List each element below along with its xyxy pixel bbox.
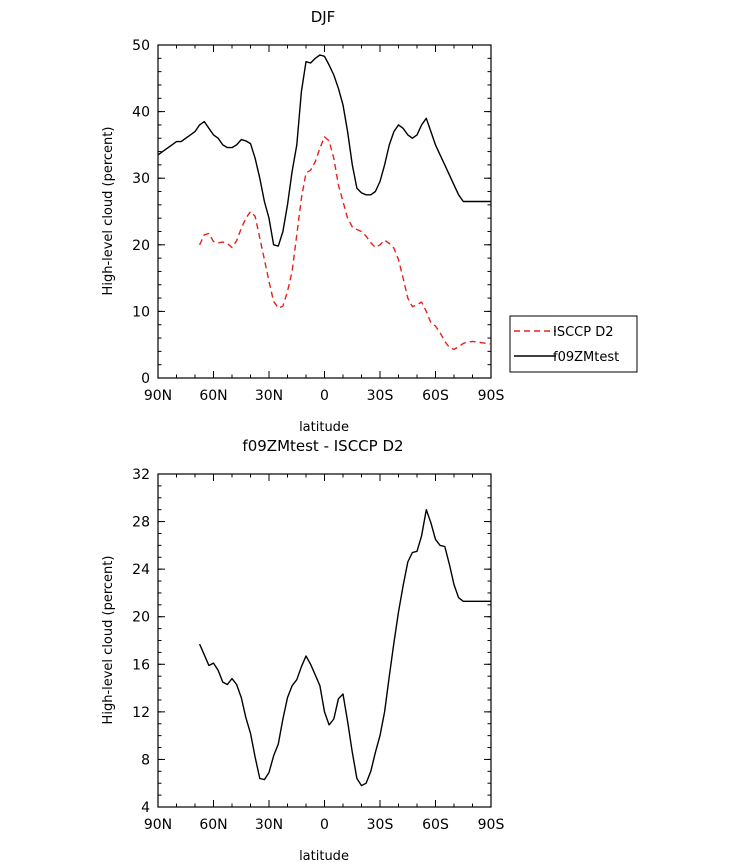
- bottom-y-tick-label: 16: [132, 657, 150, 673]
- top-y-tick-label: 20: [132, 238, 150, 254]
- top-x-tick-label: 90S: [478, 388, 505, 404]
- bottom-y-tick-label: 28: [132, 515, 150, 531]
- top-y-tick-label: 40: [132, 105, 150, 121]
- top-y-tick-label: 10: [132, 304, 150, 320]
- bottom-x-tick-label: 90N: [144, 817, 172, 833]
- top-y-tick-label: 30: [132, 171, 150, 187]
- top-x-tick-label: 30N: [255, 388, 283, 404]
- legend-label-isccp: ISCCP D2: [553, 325, 614, 340]
- bottom-series-lines: [198, 509, 491, 787]
- bottom-y-tick-labels: 4 8 12 16 20 24 28 32: [132, 467, 150, 816]
- top-x-tick-labels: 90N 60N 30N 0 30S 60S 90S: [144, 388, 505, 404]
- bottom-x-tick-labels: 90N 60N 30N 0 30S 60S 90S: [144, 817, 505, 833]
- bottom-y-tick-label: 24: [132, 562, 150, 578]
- legend: ISCCP D2 f09ZMtest: [509, 315, 638, 373]
- top-series-line-f09zmtest: [157, 54, 491, 247]
- top-x-axis-label: latitude: [299, 420, 349, 435]
- top-x-tick-label: 90N: [144, 388, 172, 404]
- top-y-tick-label: 50: [132, 38, 150, 54]
- top-series-line-isccp-d2: [198, 136, 492, 351]
- legend-box: [509, 315, 638, 373]
- bottom-x-tick-label: 0: [320, 817, 329, 833]
- top-panel: DJF 90N 60N 30N 0 30S 60S 90S 0 10 20 30 40 50 lati…: [101, 8, 504, 435]
- top-axis-ticks: [157, 44, 492, 379]
- bottom-x-tick-label: 30N: [255, 817, 283, 833]
- bottom-axis-ticks: [157, 473, 492, 808]
- top-chart-title: DJF: [311, 8, 336, 26]
- bottom-y-tick-label: 4: [141, 800, 150, 816]
- bottom-y-tick-label: 32: [132, 467, 150, 483]
- bottom-x-tick-label: 30S: [367, 817, 394, 833]
- top-x-tick-label: 0: [320, 388, 329, 404]
- bottom-x-tick-label: 90S: [478, 817, 505, 833]
- bottom-plot-frame: [157, 473, 492, 808]
- bottom-y-tick-label: 8: [141, 752, 150, 768]
- bottom-y-axis-label: High-level cloud (percent): [101, 556, 116, 725]
- top-y-axis-label: High-level cloud (percent): [101, 127, 116, 296]
- bottom-series-line-0: [198, 509, 491, 787]
- bottom-x-axis-label: latitude: [299, 849, 349, 864]
- top-y-tick-label: 0: [141, 371, 150, 387]
- top-x-tick-label: 30S: [367, 388, 394, 404]
- bottom-y-tick-label: 12: [132, 705, 150, 721]
- top-x-tick-label: 60N: [199, 388, 227, 404]
- top-plot-frame: [157, 44, 492, 379]
- bottom-x-tick-label: 60S: [422, 817, 449, 833]
- top-x-tick-label: 60S: [422, 388, 449, 404]
- top-series-lines: [157, 54, 492, 351]
- bottom-y-tick-label: 20: [132, 610, 150, 626]
- bottom-x-tick-label: 60N: [199, 817, 227, 833]
- bottom-panel: f09ZMtest - ISCCP D2 90N 60N 30N 0 30S 60S 90S…: [101, 437, 504, 864]
- legend-label-f09zmtest: f09ZMtest: [553, 350, 619, 365]
- top-y-tick-labels: 0 10 20 30 40 50: [132, 38, 150, 387]
- bottom-chart-title: f09ZMtest - ISCCP D2: [242, 437, 403, 455]
